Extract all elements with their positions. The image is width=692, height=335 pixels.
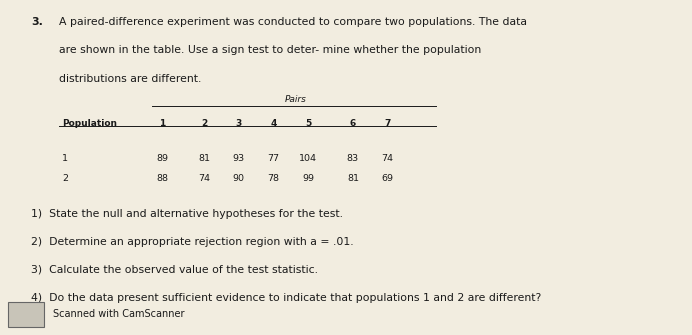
Text: 1)  State the null and alternative hypotheses for the test.: 1) State the null and alternative hypoth… <box>31 209 343 219</box>
FancyBboxPatch shape <box>8 302 44 327</box>
Text: 4)  Do the data present sufficient evidence to indicate that populations 1 and 2: 4) Do the data present sufficient eviden… <box>31 293 541 303</box>
Text: 77: 77 <box>267 154 280 163</box>
Text: 81: 81 <box>347 174 359 183</box>
Text: 99: 99 <box>302 174 314 183</box>
Text: 89: 89 <box>156 154 169 163</box>
Text: distributions are different.: distributions are different. <box>59 74 201 84</box>
Text: A paired-difference experiment was conducted to compare two populations. The dat: A paired-difference experiment was condu… <box>59 17 527 27</box>
Text: 6: 6 <box>349 119 356 128</box>
Text: 78: 78 <box>267 174 280 183</box>
Text: are shown in the table. Use a sign test to deter- mine whether the population: are shown in the table. Use a sign test … <box>59 45 481 55</box>
Text: 1: 1 <box>159 119 166 128</box>
Text: 74: 74 <box>381 154 394 163</box>
Text: 1: 1 <box>62 154 69 163</box>
Text: 81: 81 <box>198 154 210 163</box>
Text: 90: 90 <box>233 174 245 183</box>
Text: Scanned with CamScanner: Scanned with CamScanner <box>53 309 184 319</box>
Text: 4: 4 <box>270 119 277 128</box>
Text: 69: 69 <box>381 174 394 183</box>
Text: 104: 104 <box>299 154 317 163</box>
Text: 2: 2 <box>62 174 69 183</box>
Text: 74: 74 <box>198 174 210 183</box>
Text: Pairs: Pairs <box>285 95 307 104</box>
Text: 83: 83 <box>347 154 359 163</box>
Text: 93: 93 <box>233 154 245 163</box>
Text: 3)  Calculate the observed value of the test statistic.: 3) Calculate the observed value of the t… <box>31 265 318 275</box>
Text: 7: 7 <box>384 119 391 128</box>
Text: Population: Population <box>62 119 117 128</box>
Text: 88: 88 <box>156 174 169 183</box>
Text: 3: 3 <box>235 119 242 128</box>
Text: 5: 5 <box>304 119 311 128</box>
Text: CS: CS <box>17 308 35 321</box>
Text: 3.: 3. <box>31 17 43 27</box>
Text: 2: 2 <box>201 119 208 128</box>
Text: 2)  Determine an appropriate rejection region with a = .01.: 2) Determine an appropriate rejection re… <box>31 237 354 247</box>
